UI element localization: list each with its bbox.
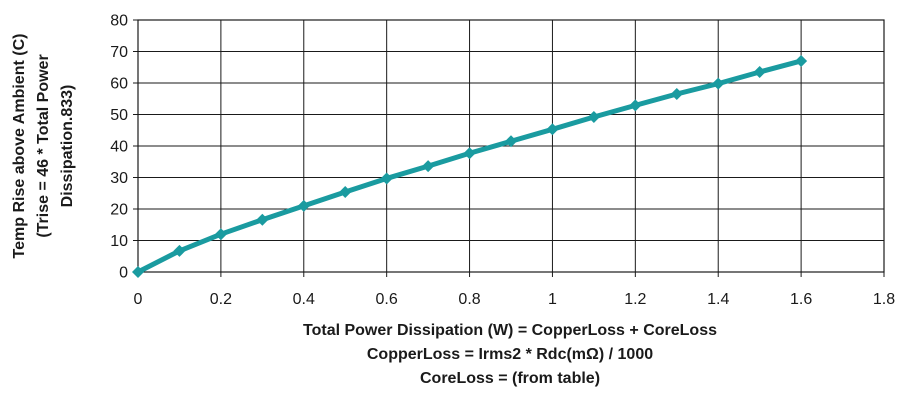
y-tick-label: 0 — [119, 265, 128, 282]
y-tick-label: 70 — [110, 44, 128, 61]
y-axis-label-line: Dissipation.833) — [59, 85, 76, 208]
y-tick-label: 20 — [110, 202, 128, 219]
data-point — [712, 77, 725, 90]
tick-labels: 0 10 20 30 40 50 60 70 80 0 0.2 0.4 0.6 0.8 1 1.2 1.4 1.6… — [110, 13, 895, 309]
x-axis-label-line: CopperLoss = Irms2 * Rdc(mΩ) / 1000 — [367, 346, 653, 363]
data-point — [505, 135, 517, 148]
data-point — [214, 228, 227, 241]
data-point — [546, 123, 559, 136]
grid-layer — [133, 19, 885, 277]
x-tick-label: 0.2 — [210, 291, 232, 308]
y-tick-label: 40 — [110, 139, 128, 156]
data-point — [173, 244, 186, 257]
series-layer — [132, 54, 808, 278]
x-axis-label-line: Total Power Dissipation (W) = CopperLoss… — [303, 322, 717, 339]
x-tick-label: 1.6 — [790, 291, 812, 308]
y-axis-label-line: Temp Rise above Ambient (C) — [11, 34, 28, 259]
data-point — [339, 185, 352, 198]
data-point — [297, 199, 310, 212]
x-tick-label: 1.4 — [707, 291, 729, 308]
data-point — [753, 65, 766, 78]
data-point — [132, 266, 144, 278]
data-point — [795, 54, 808, 67]
y-tick-label: 30 — [110, 170, 128, 187]
y-tick-label: 80 — [110, 13, 128, 30]
plot-frame — [137, 19, 885, 273]
x-tick-label: 1 — [548, 291, 557, 308]
x-tick-label: 1.8 — [873, 291, 895, 308]
x-tick-label: 0.8 — [458, 291, 480, 308]
x-tick-label: 1.2 — [624, 291, 646, 308]
data-point — [587, 111, 600, 124]
y-axis-label: Temp Rise above Ambient (C) (Trise = 46 *… — [11, 34, 76, 259]
y-tick-label: 10 — [110, 233, 128, 250]
data-point — [629, 99, 642, 112]
x-tick-label: 0 — [134, 291, 143, 308]
data-point — [670, 88, 683, 101]
x-axis-label-line: CoreLoss = (from table) — [420, 370, 600, 387]
x-tick-label: 0.6 — [376, 291, 398, 308]
y-tick-label: 50 — [110, 107, 128, 124]
data-point — [463, 147, 476, 160]
y-tick-label: 60 — [110, 76, 128, 93]
data-point — [380, 172, 393, 185]
x-tick-label: 0.4 — [293, 291, 315, 308]
data-point — [422, 160, 435, 173]
y-axis-label-line: (Trise = 46 * Total Power — [35, 54, 52, 237]
data-point — [256, 213, 269, 226]
x-axis-label: Total Power Dissipation (W) = CopperLoss… — [303, 322, 717, 387]
